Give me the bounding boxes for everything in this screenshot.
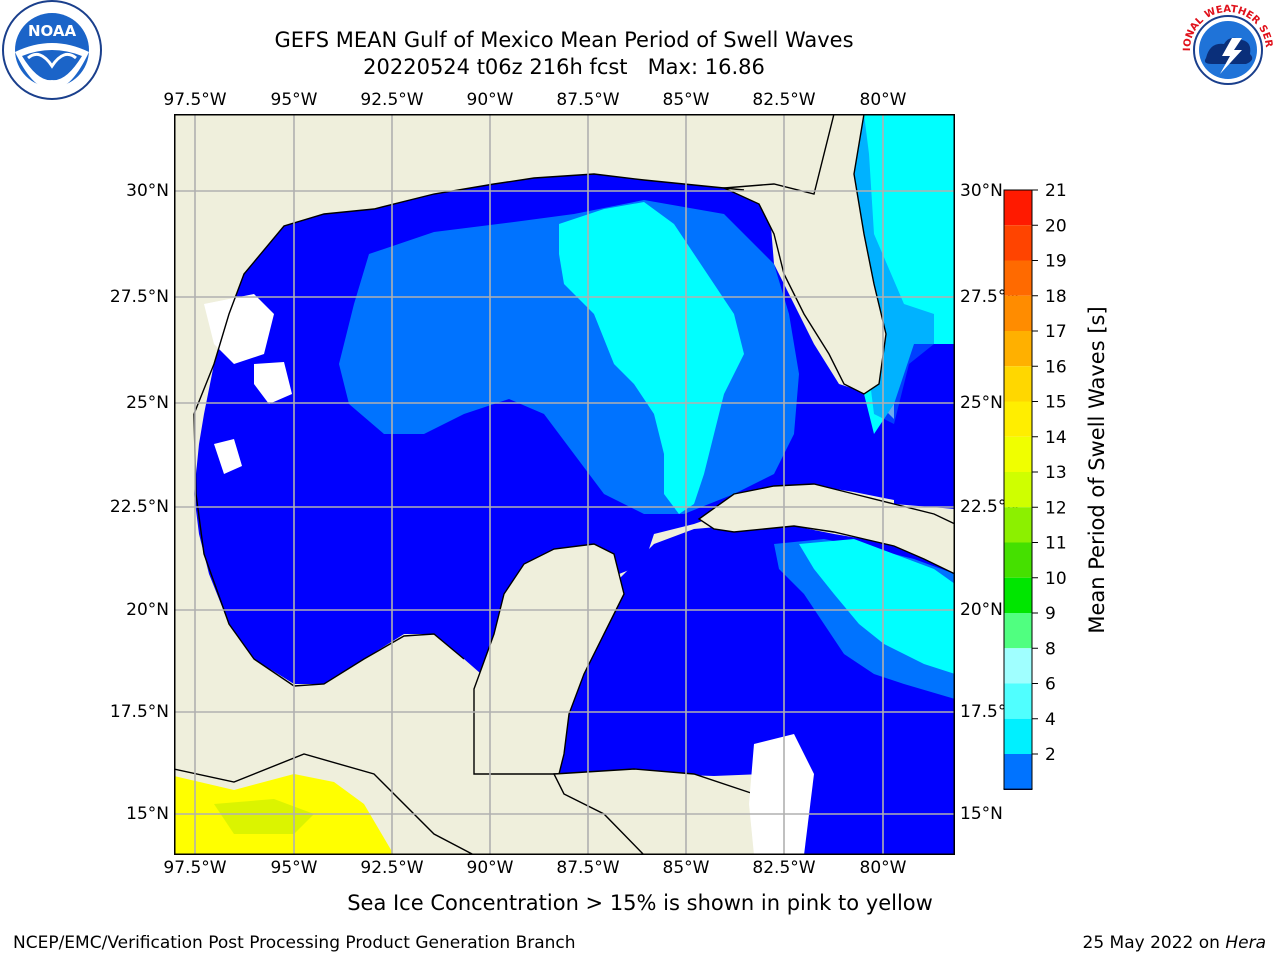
- colorbar-band: [1004, 295, 1032, 331]
- footer-date: 25 May 2022 on Hera: [1083, 933, 1267, 953]
- lat-label-left: 15°N: [126, 804, 169, 824]
- colorbar-band: [1004, 577, 1032, 613]
- lon-label-top: 82.5°W: [752, 90, 816, 110]
- lon-label-top: 92.5°W: [360, 90, 424, 110]
- lat-label-left: 25°N: [126, 393, 169, 413]
- colorbar-tick-label: 20: [1045, 216, 1067, 236]
- colorbar-band: [1004, 542, 1032, 578]
- lat-label-right: 15°N: [960, 804, 1003, 824]
- colorbar-band: [1004, 683, 1032, 719]
- colorbar-band: [1004, 648, 1032, 684]
- colorbar-band: [1004, 190, 1032, 226]
- lon-label-top: 85°W: [662, 90, 710, 110]
- colorbar-band: [1004, 754, 1032, 790]
- lat-label-right: 25°N: [960, 393, 1003, 413]
- chart-subtitle: 20220524 t06z 216h fcst Max: 16.86: [363, 55, 765, 79]
- yucatan-land: [473, 543, 625, 775]
- colorbar-tick-label: 2: [1045, 745, 1056, 765]
- colorbar-tick-label: 6: [1045, 675, 1056, 695]
- colorbar-tick-label: 11: [1045, 534, 1067, 554]
- lon-label-bottom: 95°W: [270, 858, 318, 878]
- colorbar: 21 20 19 18 17 16 15 14 13 12 11 10 9 8 6 4 2: [1003, 181, 1067, 790]
- map-area: [174, 114, 955, 855]
- colorbar-frame: [1003, 189, 1033, 790]
- colorbar-tick-label: 10: [1045, 569, 1067, 589]
- colorbar-band: [1004, 718, 1032, 754]
- colorbar-tick-label: 13: [1045, 463, 1067, 483]
- colorbar-tick-label: 8: [1045, 639, 1056, 659]
- nws-logo-icon: NATIONAL WEATHER SERVICE: [1176, 0, 1276, 98]
- lat-label-right: 20°N: [960, 600, 1003, 620]
- colorbar-tick-label: 4: [1045, 710, 1056, 730]
- colorbar-tick-label: 19: [1045, 252, 1067, 272]
- lon-label-top: 95°W: [270, 90, 318, 110]
- colorbar-tick-label: 15: [1045, 393, 1067, 413]
- lon-label-bottom: 80°W: [859, 858, 907, 878]
- colorbar-band: [1004, 225, 1032, 261]
- gulf-high-band: [559, 202, 744, 514]
- lat-label-left: 20°N: [126, 600, 169, 620]
- colorbar-band: [1004, 366, 1032, 402]
- lat-label-right: 30°N: [960, 181, 1003, 201]
- colorbar-band: [1004, 401, 1032, 437]
- colorbar-tick-label: 16: [1045, 357, 1067, 377]
- lon-label-bottom: 82.5°W: [752, 858, 816, 878]
- lon-label-top: 80°W: [859, 90, 907, 110]
- lon-label-top: 87.5°W: [556, 90, 620, 110]
- map-frame: [174, 114, 955, 855]
- colorbar-band: [1004, 436, 1032, 472]
- lon-label-bottom: 87.5°W: [556, 858, 620, 878]
- footer-date-text: 25 May 2022 on: [1082, 933, 1226, 953]
- colorbar-band: [1004, 260, 1032, 296]
- lon-label-top: 97.5°W: [163, 90, 227, 110]
- noaa-logo-text: NOAA: [28, 22, 77, 40]
- colorbar-tick-label: 21: [1045, 181, 1067, 201]
- colorbar-tick-label: 14: [1045, 428, 1067, 448]
- colorbar-band: [1004, 331, 1032, 367]
- noaa-logo-icon: NOAA: [2, 0, 102, 100]
- colorbar-tick-label: 18: [1045, 287, 1067, 307]
- lon-label-bottom: 97.5°W: [163, 858, 227, 878]
- lon-label-top: 90°W: [466, 90, 514, 110]
- lon-label-bottom: 90°W: [466, 858, 514, 878]
- colorbar-tick-label: 9: [1045, 604, 1056, 624]
- lat-label-left: 17.5°N: [109, 702, 169, 722]
- chart-title: GEFS MEAN Gulf of Mexico Mean Period of …: [274, 28, 854, 52]
- lat-label-left: 30°N: [126, 181, 169, 201]
- colorbar-tick-label: 12: [1045, 498, 1067, 518]
- lat-label-left: 27.5°N: [109, 287, 169, 307]
- colorbar-label: Mean Period of Swell Waves [s]: [1085, 306, 1109, 634]
- sea-ice-caption: Sea Ice Concentration > 15% is shown in …: [347, 891, 933, 915]
- lat-label-left: 22.5°N: [109, 497, 169, 517]
- colorbar-band: [1004, 472, 1032, 508]
- lon-label-bottom: 92.5°W: [360, 858, 424, 878]
- colorbar-band: [1004, 613, 1032, 649]
- colorbar-tick-label: 17: [1045, 322, 1067, 342]
- colorbar-band: [1004, 507, 1032, 543]
- footer-host: Hera: [1225, 933, 1266, 953]
- map-gridlines: [174, 114, 955, 855]
- footer-credit: NCEP/EMC/Verification Post Processing Pr…: [13, 933, 576, 953]
- lon-label-bottom: 85°W: [662, 858, 710, 878]
